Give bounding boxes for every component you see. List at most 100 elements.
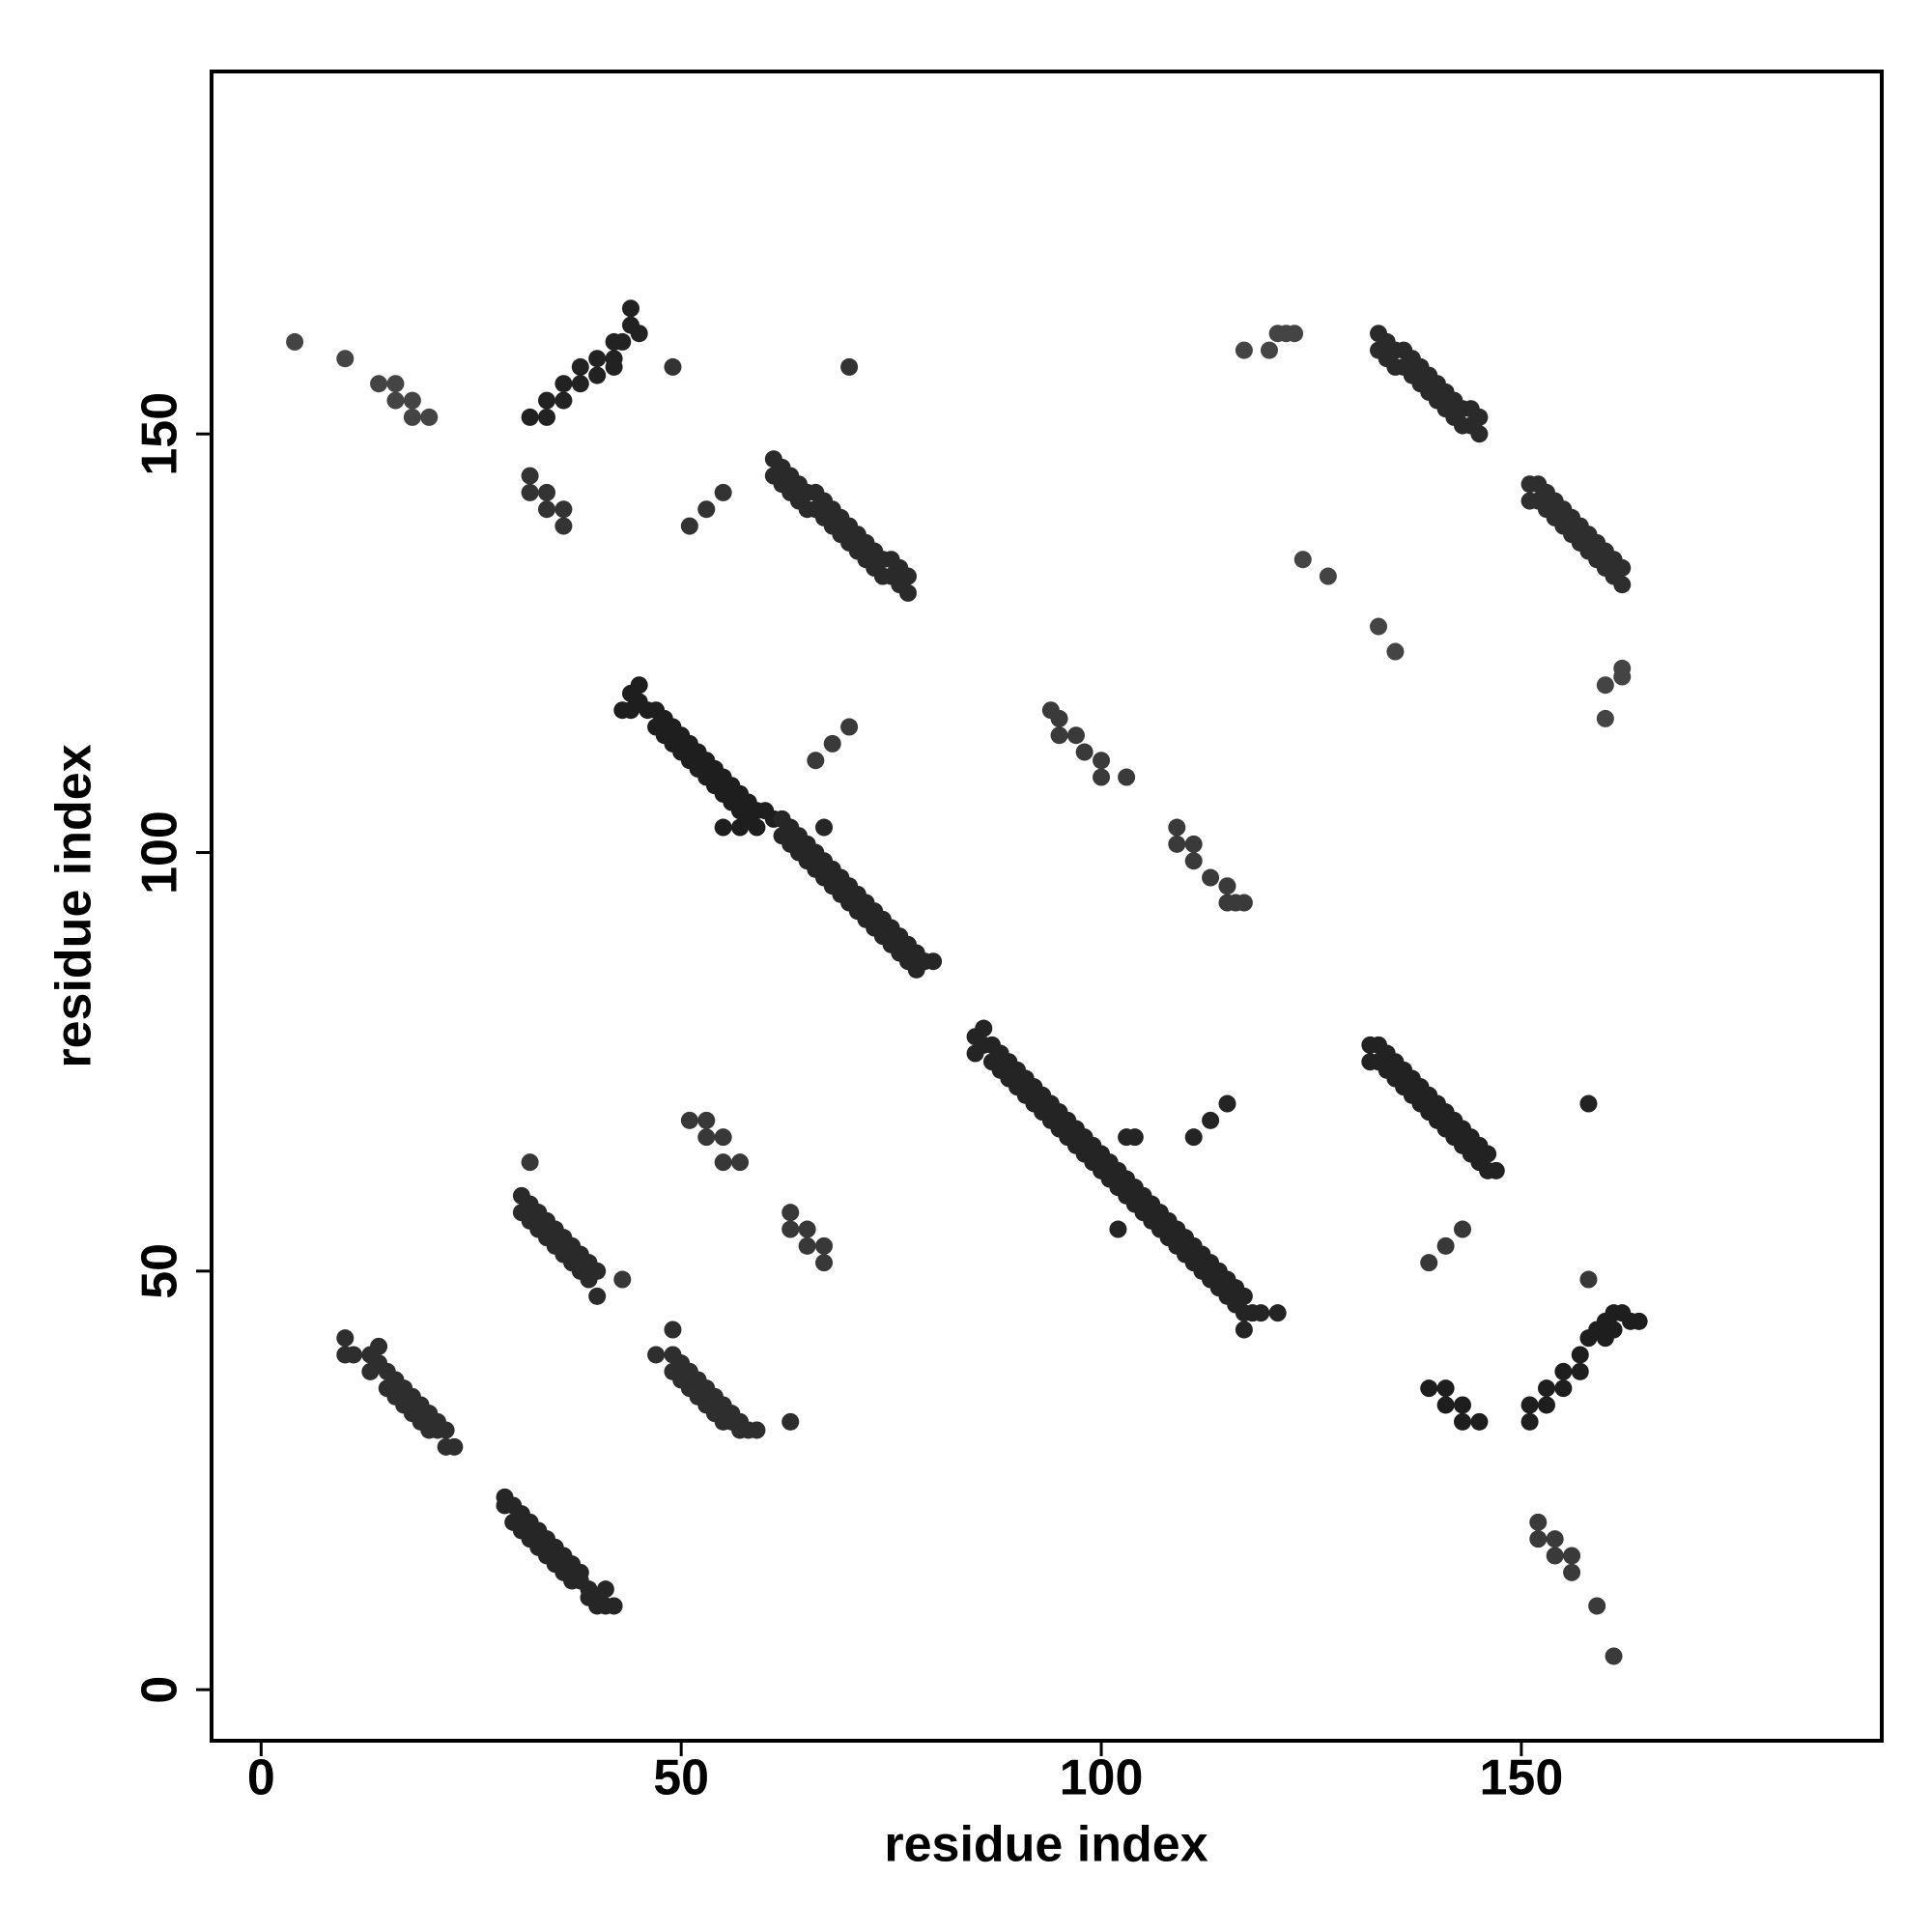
point: [1613, 558, 1632, 577]
point: [554, 391, 573, 410]
point: [605, 357, 623, 376]
point: [1050, 726, 1068, 745]
point: [1218, 1094, 1236, 1113]
y-tick-label: 0: [132, 1676, 188, 1704]
point: [1613, 659, 1632, 677]
point: [588, 366, 607, 384]
point: [924, 952, 943, 971]
point: [538, 483, 556, 501]
point: [714, 483, 732, 501]
point: [445, 1437, 464, 1456]
point: [1554, 1379, 1573, 1398]
point: [1118, 768, 1136, 786]
point: [621, 299, 639, 318]
point: [1563, 1547, 1581, 1565]
point: [538, 500, 556, 519]
point: [731, 802, 750, 820]
point: [630, 325, 648, 343]
point: [571, 357, 589, 376]
point: [840, 718, 859, 736]
point: [1537, 1379, 1555, 1398]
point: [731, 1153, 750, 1172]
point: [807, 752, 825, 770]
point: [1093, 752, 1111, 770]
plot-frame: [210, 70, 1884, 1743]
point: [1605, 1647, 1623, 1665]
point: [1487, 1161, 1505, 1179]
point: [613, 1270, 632, 1289]
point: [781, 1220, 800, 1238]
point: [1286, 325, 1304, 343]
point: [1218, 877, 1236, 895]
point: [1436, 1396, 1455, 1414]
point: [1454, 1396, 1472, 1414]
point: [815, 818, 834, 837]
point: [1546, 1547, 1564, 1565]
point: [1546, 1530, 1564, 1548]
point: [664, 1321, 682, 1339]
point: [370, 1337, 388, 1355]
point: [521, 1153, 539, 1172]
point: [815, 1236, 834, 1255]
point: [554, 500, 573, 519]
point: [286, 332, 304, 351]
point: [403, 391, 421, 410]
point: [1235, 1321, 1253, 1339]
point: [714, 818, 732, 837]
point: [1588, 1597, 1606, 1615]
point: [437, 1421, 455, 1439]
point: [1109, 1220, 1127, 1238]
point: [1630, 1312, 1648, 1330]
x-axis-label: residue index: [884, 1817, 1208, 1873]
point: [1470, 425, 1489, 443]
point: [840, 357, 859, 376]
point: [1470, 1412, 1489, 1431]
point: [1596, 676, 1614, 695]
point: [781, 1204, 800, 1222]
point: [1571, 1362, 1589, 1380]
point: [898, 583, 917, 602]
point: [898, 567, 917, 585]
point: [1520, 1412, 1539, 1431]
point: [1066, 726, 1085, 745]
point: [697, 500, 716, 519]
point: [538, 408, 556, 426]
point: [815, 1254, 834, 1272]
point: [336, 1329, 355, 1348]
point: [647, 1346, 666, 1364]
point: [1260, 341, 1278, 359]
point: [370, 375, 388, 393]
point: [1579, 1094, 1598, 1113]
point: [1386, 642, 1405, 661]
point: [1268, 1304, 1287, 1322]
point: [538, 391, 556, 410]
x-tick-label: 50: [653, 1750, 709, 1806]
point: [1563, 1563, 1581, 1581]
point: [554, 517, 573, 535]
point: [521, 408, 539, 426]
point: [420, 408, 439, 426]
point: [588, 1262, 607, 1280]
point: [975, 1019, 993, 1037]
point: [1168, 835, 1186, 853]
point: [1252, 1304, 1270, 1322]
point: [1613, 576, 1632, 594]
point: [1454, 1412, 1472, 1431]
point: [1125, 1128, 1144, 1147]
point: [1436, 1379, 1455, 1398]
point: [748, 818, 766, 837]
point: [336, 350, 355, 368]
point: [630, 676, 648, 695]
point: [1520, 1396, 1539, 1414]
point: [1420, 1379, 1438, 1398]
point: [1235, 894, 1253, 912]
point: [731, 818, 750, 837]
point: [1235, 1287, 1253, 1305]
point: [1168, 818, 1186, 837]
point: [571, 375, 589, 393]
point: [344, 1346, 362, 1364]
point: [1529, 1513, 1548, 1531]
point: [386, 391, 405, 410]
